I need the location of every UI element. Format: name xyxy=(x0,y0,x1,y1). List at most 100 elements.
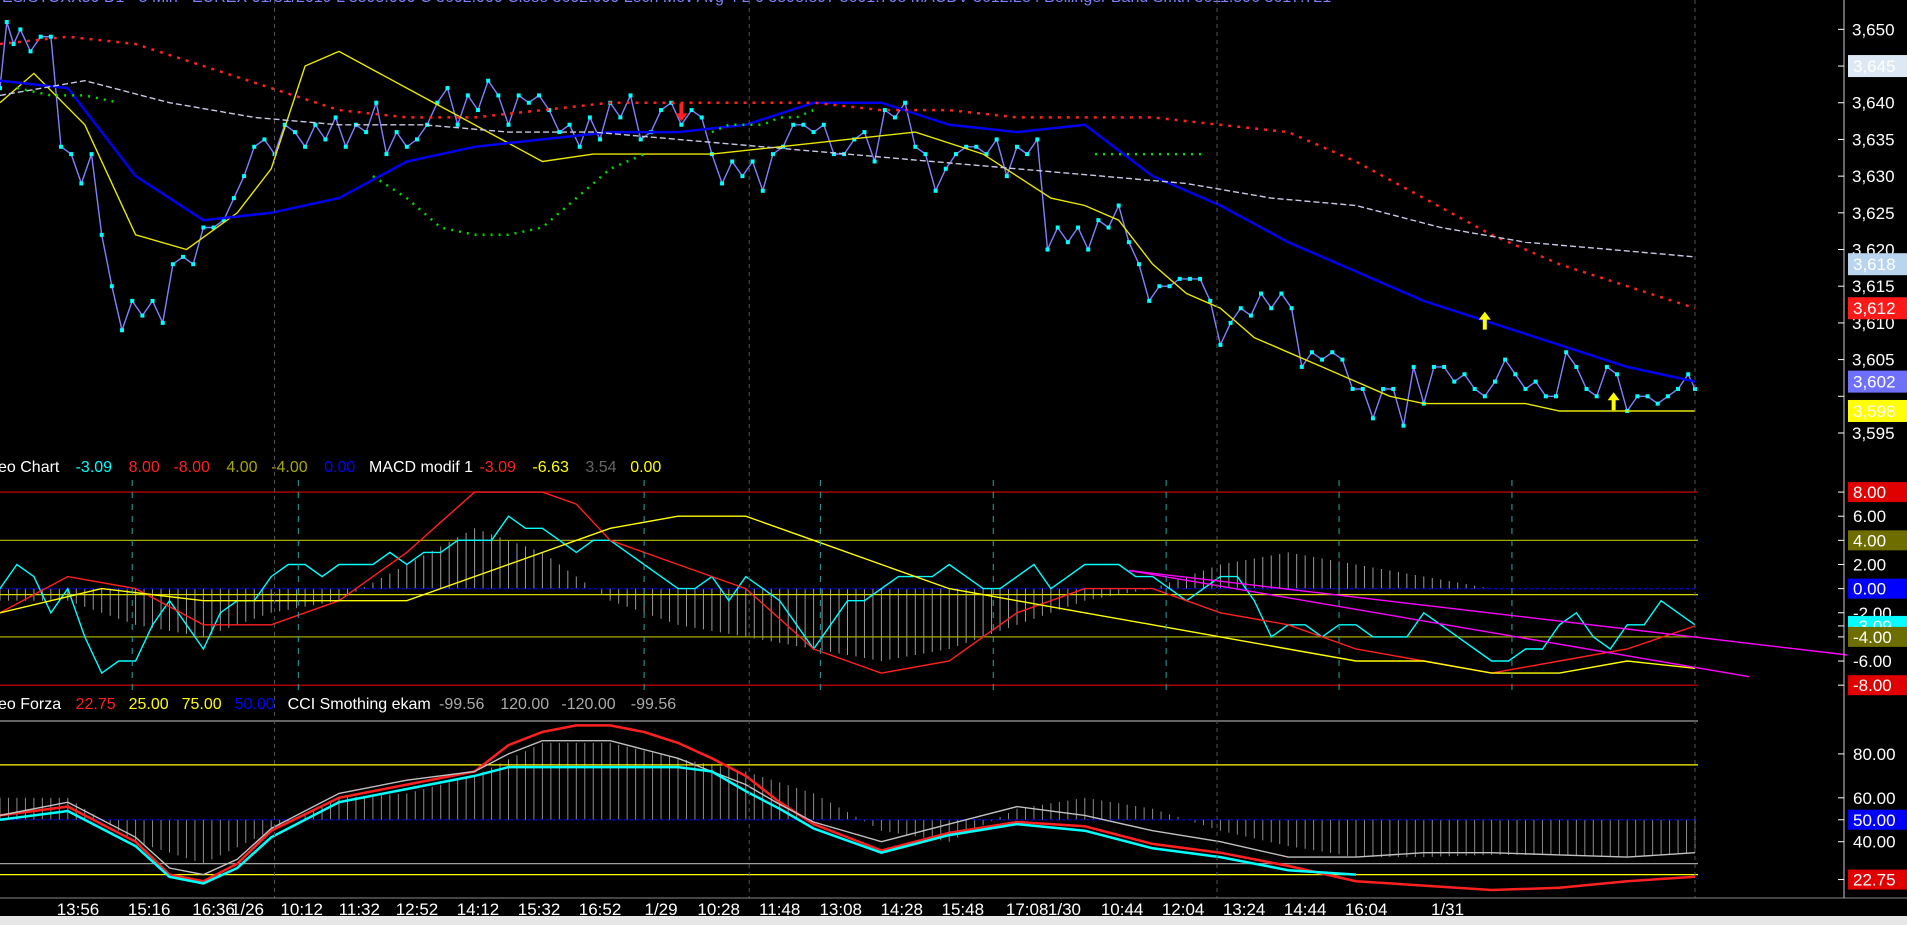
close-marker xyxy=(1635,394,1640,399)
close-marker xyxy=(1218,342,1223,347)
close-marker xyxy=(1693,386,1697,391)
cci-tick-label: 80.00 xyxy=(1853,745,1896,764)
cci-tag xyxy=(1848,869,1907,890)
close-marker xyxy=(1503,357,1508,362)
close-marker xyxy=(598,137,603,142)
close-marker xyxy=(537,93,542,98)
close-marker xyxy=(303,144,308,149)
close-marker xyxy=(150,298,155,303)
close-marker xyxy=(252,144,257,149)
close-marker xyxy=(11,42,16,47)
close-marker xyxy=(1431,364,1436,369)
close-marker xyxy=(1554,394,1559,399)
macd-tick-label: 6.00 xyxy=(1853,507,1886,526)
cci-legend-item: CCI Smothing ekam xyxy=(288,696,431,713)
macd-tick-label: 4.00 xyxy=(1853,531,1886,550)
price-tick-label: 3,595 xyxy=(1852,424,1895,443)
close-marker xyxy=(577,144,582,149)
macd-series-0 xyxy=(0,515,1696,675)
close-marker xyxy=(699,115,704,120)
close-marker xyxy=(140,313,145,318)
close-marker xyxy=(1126,240,1131,245)
close-marker xyxy=(1655,401,1660,406)
close-marker xyxy=(486,78,491,83)
price-tag-label: 3,645 xyxy=(1853,57,1896,76)
close-marker xyxy=(872,159,877,164)
close-marker xyxy=(547,108,552,113)
close-marker xyxy=(343,144,348,149)
close-marker xyxy=(1391,386,1396,391)
close-marker xyxy=(821,122,826,127)
close-marker xyxy=(292,130,297,135)
support-trail xyxy=(372,152,645,237)
close-marker xyxy=(811,130,816,135)
close-marker xyxy=(720,181,725,186)
close-marker xyxy=(1645,394,1650,399)
price-tag xyxy=(1848,253,1907,276)
close-marker xyxy=(1035,137,1040,142)
close-marker xyxy=(4,20,9,25)
time-tick-label: 17:08 xyxy=(1006,900,1049,919)
close-marker xyxy=(526,100,531,105)
macd-tag xyxy=(1848,530,1907,551)
close-marker xyxy=(1686,372,1691,377)
close-marker xyxy=(1350,386,1355,391)
price-header: ES/STOXX50 D1 - 5 Min - EUREX 01/31/2019… xyxy=(2,0,1331,6)
close-marker xyxy=(1055,225,1060,230)
close-marker xyxy=(1452,379,1457,384)
close-marker xyxy=(1543,394,1548,399)
time-tick-label: 15:32 xyxy=(518,900,561,919)
cci-tick-label: 22.75 xyxy=(1853,871,1896,890)
price-tag-label: 3,618 xyxy=(1853,255,1896,274)
close-marker xyxy=(1533,379,1538,384)
close-marker xyxy=(313,122,318,127)
close-marker xyxy=(1116,203,1121,208)
close-marker xyxy=(1208,298,1213,303)
close-marker xyxy=(242,174,247,179)
close-marker xyxy=(282,122,287,127)
cci-series-0 xyxy=(0,724,1696,892)
price-tag-label: 3,612 xyxy=(1853,299,1896,318)
price-tick-label: 3,650 xyxy=(1852,20,1895,39)
close-marker xyxy=(933,188,938,193)
time-tick-label: 15:48 xyxy=(941,900,984,919)
macd-legend-item: -3.09 xyxy=(76,459,113,476)
series-2 xyxy=(0,79,1696,383)
close-marker xyxy=(964,144,969,149)
close-marker xyxy=(1472,386,1477,391)
close-marker xyxy=(770,152,775,157)
time-tick-label: 11:48 xyxy=(759,900,800,919)
macd-tick-label: -8.00 xyxy=(1853,676,1892,695)
macd-tick-label: 8.00 xyxy=(1853,483,1886,502)
close-marker xyxy=(567,122,572,127)
close-marker xyxy=(455,122,460,127)
close-marker xyxy=(0,86,2,91)
time-tick-label: 10:12 xyxy=(280,900,323,919)
series-1 xyxy=(0,50,1695,412)
close-marker xyxy=(892,115,897,120)
cci-legend-item: 22.75 xyxy=(76,696,116,713)
close-marker xyxy=(1320,357,1325,362)
close-marker xyxy=(1025,152,1030,157)
macd-series-2 xyxy=(0,515,1696,674)
close-marker xyxy=(120,328,125,333)
time-tick-label: 16:36 xyxy=(192,900,235,919)
time-tick-label: 12:04 xyxy=(1162,900,1205,919)
price-tick-label: 3,640 xyxy=(1852,94,1895,113)
close-marker xyxy=(475,108,480,113)
close-marker xyxy=(1045,247,1050,252)
close-marker xyxy=(852,137,857,142)
macd-legend-item: eo Chart xyxy=(0,459,60,476)
close-marker xyxy=(221,218,226,223)
close-marker xyxy=(79,181,84,186)
close-marker xyxy=(130,298,135,303)
close-marker xyxy=(730,159,735,164)
cci-tick-label: 50.00 xyxy=(1853,811,1896,830)
close-marker xyxy=(1492,379,1497,384)
cci-legend-item: -99.56 xyxy=(631,696,676,713)
close-marker xyxy=(1248,313,1253,318)
cci-legend-item: eo Forza xyxy=(0,696,61,713)
time-tick-label: 11:32 xyxy=(339,900,380,919)
close-marker xyxy=(587,115,592,120)
